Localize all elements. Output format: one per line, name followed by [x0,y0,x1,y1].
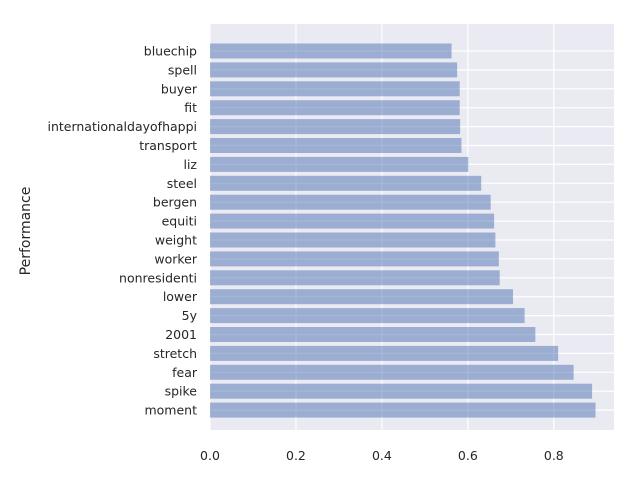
y-tick-label: bergen [153,195,197,210]
y-tick-label: liz [183,157,197,172]
y-tick-label: 2001 [165,327,197,342]
bar-weight [210,232,496,248]
x-tick-label: 0.8 [544,448,564,463]
bar-steel [210,175,482,191]
bar-fear [210,364,574,380]
bar-bluechip [210,43,452,59]
y-tick-label: fit [184,100,197,115]
bar-5y [210,308,525,324]
x-tick-label: 0.6 [458,448,478,463]
bar-liz [210,156,469,172]
bar-nonresidenti [210,270,500,286]
x-tick-label: 0.4 [372,448,392,463]
bar-bergen [210,194,491,210]
y-tick-label: lower [163,289,198,304]
x-tick-label: 0.0 [200,448,220,463]
bar-stretch [210,345,559,361]
y-tick-label: stretch [153,346,197,361]
y-tick-label: spike [165,384,198,399]
bar-moment [210,402,596,418]
y-tick-label: weight [155,233,197,248]
x-tick-label: 0.2 [286,448,306,463]
y-tick-label: internationaldayofhappi [47,119,197,134]
bars [210,43,596,418]
y-tick-label: worker [154,251,197,266]
y-tick-label: spell [168,62,197,77]
bar-worker [210,251,499,267]
x-tick-labels: 0.0 0.2 0.4 0.6 0.8 [200,448,564,463]
bar-lower [210,289,513,305]
y-tick-label: 5y [182,308,198,323]
y-tick-label: bluechip [144,44,197,59]
y-tick-label: transport [139,138,197,153]
y-tick-label: moment [144,403,197,418]
y-tick-label: fear [172,365,198,380]
bar-buyer [210,81,460,97]
bar-fit [210,100,460,116]
bar-spike [210,383,593,399]
bar-spell [210,62,458,78]
y-axis-label: Performance [18,187,34,276]
y-tick-label: steel [167,176,197,191]
bar-equiti [210,213,495,229]
y-tick-label: nonresidenti [119,270,197,285]
bar-2001 [210,327,536,342]
bar-internationaldayofhappi [210,119,461,135]
y-tick-label: equiti [162,214,197,229]
y-tick-labels: bluechip spell buyer fit internationaldayofh… [47,44,197,418]
y-tick-label: buyer [161,81,198,96]
bar-transport [210,138,462,153]
